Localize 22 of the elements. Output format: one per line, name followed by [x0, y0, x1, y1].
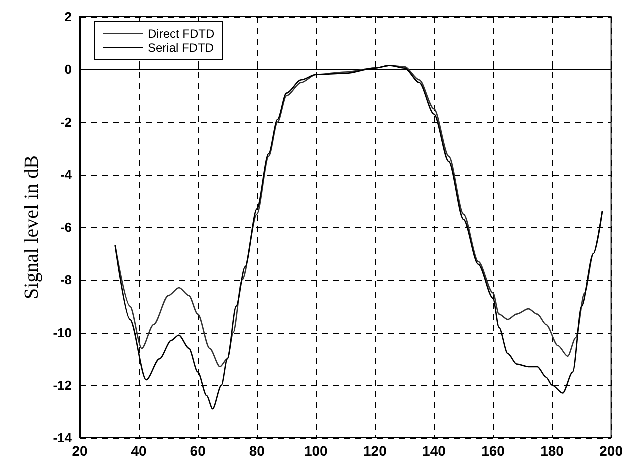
y-tick-label: -6 — [60, 220, 72, 235]
y-tick-label: -2 — [60, 114, 72, 130]
x-tick-label: 180 — [540, 443, 564, 459]
y-tick-label: -12 — [53, 378, 72, 393]
y-tick-label: -8 — [60, 272, 72, 288]
y-tick-label: -10 — [53, 325, 72, 340]
y-tick-label: 0 — [64, 62, 72, 78]
x-tick-label: 60 — [190, 443, 206, 459]
x-tick-label: 100 — [304, 443, 328, 459]
x-tick-label: 80 — [249, 443, 266, 459]
y-tick-label: -4 — [60, 167, 73, 182]
y-tick-label: -14 — [53, 430, 73, 446]
legend-label: Direct FDTD — [148, 27, 215, 41]
x-tick-label: 40 — [131, 443, 148, 459]
x-tick-label: 200 — [600, 443, 624, 459]
x-tick-label: 20 — [72, 443, 88, 459]
x-tick-label: 120 — [364, 443, 388, 459]
x-tick-label: 160 — [482, 443, 506, 459]
legend-label: Serial FDTD — [148, 41, 214, 55]
y-tick-label: 2 — [64, 10, 72, 24]
y-axis-title: Signal level in dB — [21, 156, 43, 300]
x-tick-label: 140 — [422, 443, 446, 459]
